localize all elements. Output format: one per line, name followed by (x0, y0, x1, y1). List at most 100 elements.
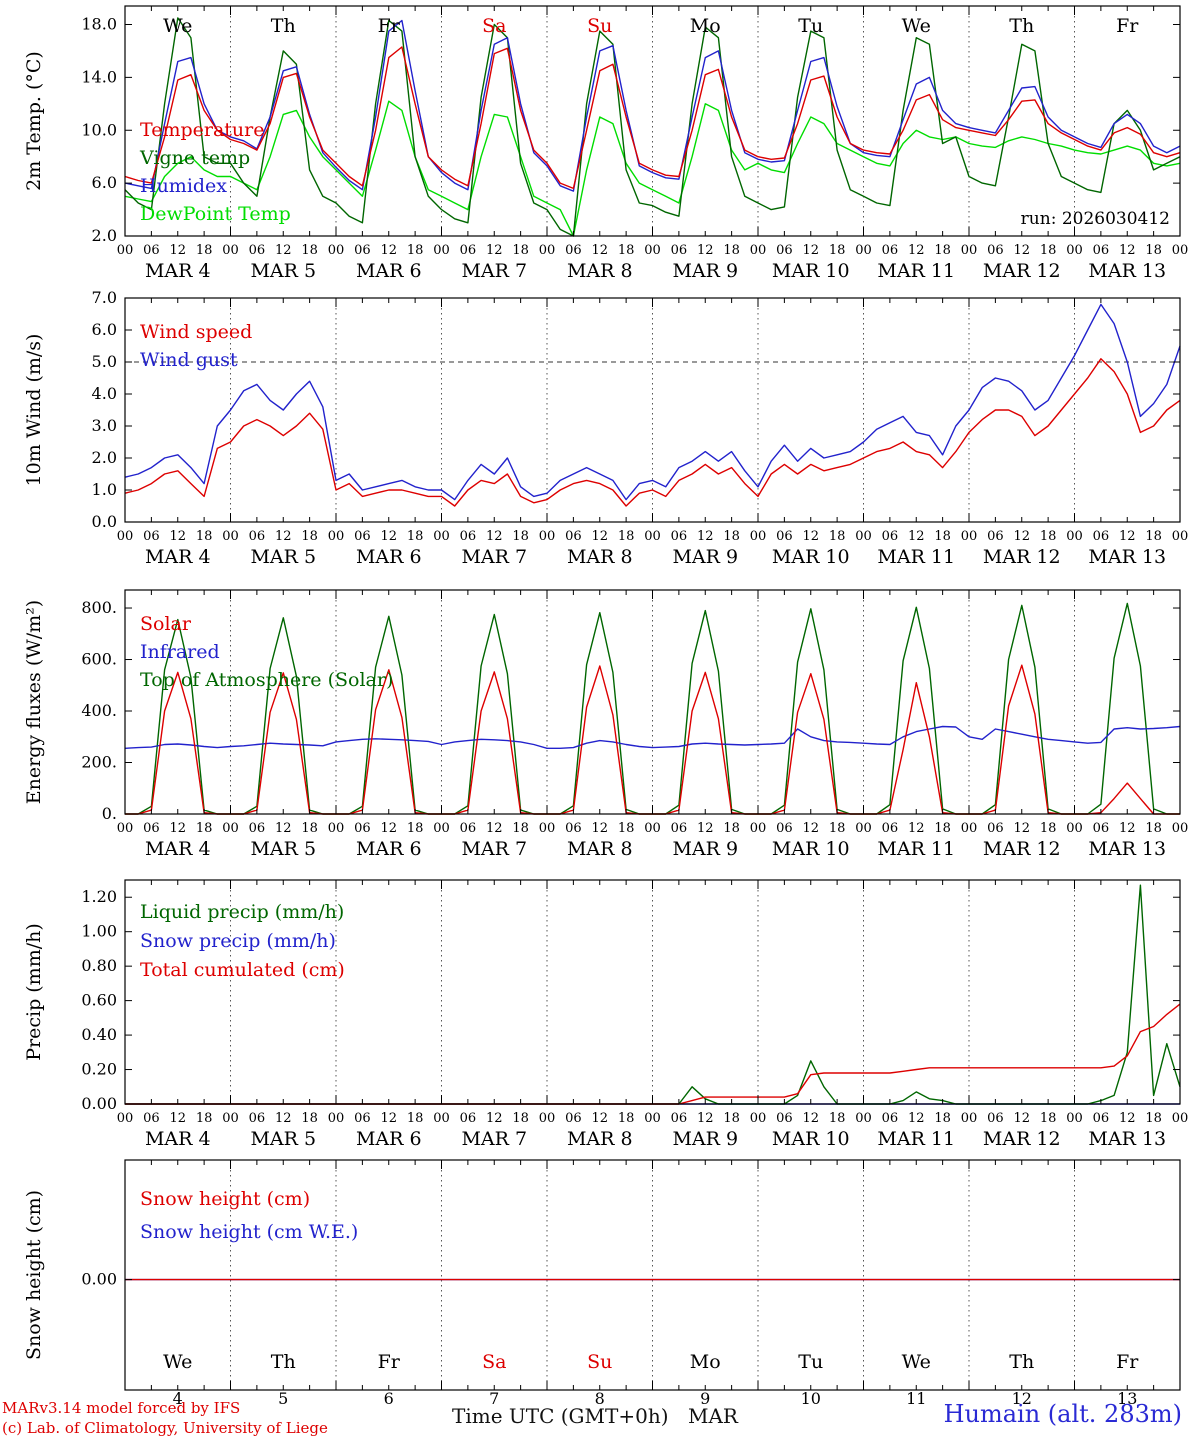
wind-panel: 0.0 1.0 2.0 3.0 4.0 5.0 6.0 7.0 10m Wind (m/s) Wi… (23, 288, 1188, 568)
hour-tick-label: 06 (565, 529, 582, 544)
hour-tick-label: 12 (1013, 243, 1030, 258)
hour-tick-label: 00 (433, 529, 450, 544)
legend-3: Top of Atmosphere (Solar) (140, 669, 393, 691)
day-label: MAR 7 (461, 838, 527, 860)
day-label: MAR 5 (250, 1128, 316, 1150)
y-tick-label: 400. (81, 701, 117, 720)
hour-tick-label: 18 (1040, 243, 1057, 258)
hour-tick-label: 18 (407, 821, 424, 836)
day-label: MAR 8 (567, 260, 633, 282)
hour-tick-label: 12 (802, 243, 819, 258)
legend-2: Wind gust (140, 349, 238, 371)
y-axis-title: Precip (mm/h) (23, 923, 45, 1061)
hour-tick-label: 12 (591, 243, 608, 258)
hour-tick-label: 18 (301, 821, 318, 836)
hour-tick-label: 18 (618, 529, 635, 544)
hour-tick-label: 06 (776, 1111, 793, 1126)
day-label: MAR 9 (672, 838, 738, 860)
hour-tick-label: 12 (1119, 821, 1136, 836)
hour-tick-label: 12 (275, 1111, 292, 1126)
day-label: MAR 9 (672, 1128, 738, 1150)
hour-tick-label: 00 (1172, 529, 1189, 544)
hour-tick-label: 12 (908, 529, 925, 544)
hour-tick-label: 00 (961, 821, 978, 836)
hour-tick-label: 00 (855, 821, 872, 836)
y-tick-label: 0.80 (81, 956, 117, 975)
day-number: 12 (1012, 1389, 1032, 1408)
hour-tick-label: 06 (354, 1111, 371, 1126)
hour-tick-label: 12 (169, 243, 186, 258)
weekday-label-top: We (163, 15, 192, 37)
hour-tick-label: 18 (618, 1111, 635, 1126)
day-number: 7 (489, 1389, 499, 1408)
hour-tick-label: 06 (776, 821, 793, 836)
y-axis-title: Snow height (cm) (23, 1190, 45, 1360)
day-label: MAR 8 (567, 546, 633, 568)
hour-tick-label: 06 (249, 1111, 266, 1126)
hour-tick-label: 18 (829, 1111, 846, 1126)
hour-tick-label: 00 (750, 529, 767, 544)
y-tick-label: 1.0 (92, 480, 117, 499)
hour-tick-label: 06 (987, 529, 1004, 544)
hour-tick-label: 00 (433, 243, 450, 258)
legend-1: Liquid precip (mm/h) (140, 901, 344, 923)
hour-tick-label: 00 (1066, 243, 1083, 258)
y-tick-label: 800. (81, 598, 117, 617)
day-label: MAR 8 (567, 838, 633, 860)
hour-tick-label: 00 (433, 1111, 450, 1126)
hour-tick-label: 06 (776, 243, 793, 258)
y-axis-title: 10m Wind (m/s) (23, 334, 45, 487)
hour-tick-label: 12 (1119, 243, 1136, 258)
day-label: MAR 10 (772, 1128, 850, 1150)
hour-tick-label: 00 (1066, 821, 1083, 836)
weekday-label-bottom: We (902, 1351, 931, 1373)
day-label: MAR 4 (145, 838, 211, 860)
hour-tick-label: 00 (961, 529, 978, 544)
hour-tick-label: 06 (1093, 1111, 1110, 1126)
station-title: Humain (alt. 283m) (943, 1400, 1182, 1428)
day-number: 5 (278, 1389, 288, 1408)
weekday-label-top: We (902, 15, 931, 37)
day-label: MAR 10 (772, 838, 850, 860)
hour-tick-label: 18 (512, 243, 529, 258)
y-tick-label: 0.20 (81, 1060, 117, 1079)
hour-tick-label: 18 (723, 821, 740, 836)
hour-tick-label: 18 (301, 529, 318, 544)
hour-tick-label: 06 (987, 821, 1004, 836)
hour-tick-label: 00 (328, 821, 345, 836)
weekday-label-top: Th (1009, 15, 1034, 37)
hour-tick-label: 18 (829, 529, 846, 544)
legend-2: Vigne temp (139, 147, 250, 169)
hour-tick-label: 00 (539, 243, 556, 258)
hour-tick-label: 12 (275, 243, 292, 258)
hour-tick-label: 00 (328, 529, 345, 544)
day-label: MAR 12 (983, 838, 1061, 860)
hour-tick-label: 18 (934, 1111, 951, 1126)
series-infrared (124, 725, 1181, 749)
hour-tick-label: 18 (196, 529, 213, 544)
day-label: MAR 11 (877, 838, 955, 860)
hour-tick-label: 18 (196, 821, 213, 836)
hour-tick-label: 06 (882, 243, 899, 258)
hour-tick-label: 00 (1172, 243, 1189, 258)
hour-tick-label: 18 (723, 243, 740, 258)
day-label: MAR 10 (772, 260, 850, 282)
legend-1: Solar (140, 613, 192, 635)
hour-tick-label: 12 (486, 1111, 503, 1126)
hour-tick-label: 06 (354, 821, 371, 836)
hour-tick-label: 18 (1040, 1111, 1057, 1126)
day-label: MAR 12 (983, 546, 1061, 568)
legend-1: Temperature (140, 119, 264, 141)
snow-panel: 0.00 Snow height (cm) Snow height (cm) Snow… (23, 1159, 1181, 1408)
hour-tick-label: 18 (723, 529, 740, 544)
temperature-panel: 2.0 6.0 10.0 14.0 18.0 2m Temp. (°C) Temperatu… (23, 5, 1189, 282)
y-tick-label: 0.40 (81, 1025, 117, 1044)
hour-tick-label: 18 (1145, 243, 1162, 258)
hour-tick-label: 12 (486, 529, 503, 544)
day-label: MAR 13 (1088, 260, 1166, 282)
legend-1: Snow height (cm) (140, 1188, 310, 1210)
y-tick-label: 0.00 (81, 1094, 117, 1113)
day-number: 13 (1117, 1389, 1137, 1408)
hour-tick-label: 06 (987, 1111, 1004, 1126)
